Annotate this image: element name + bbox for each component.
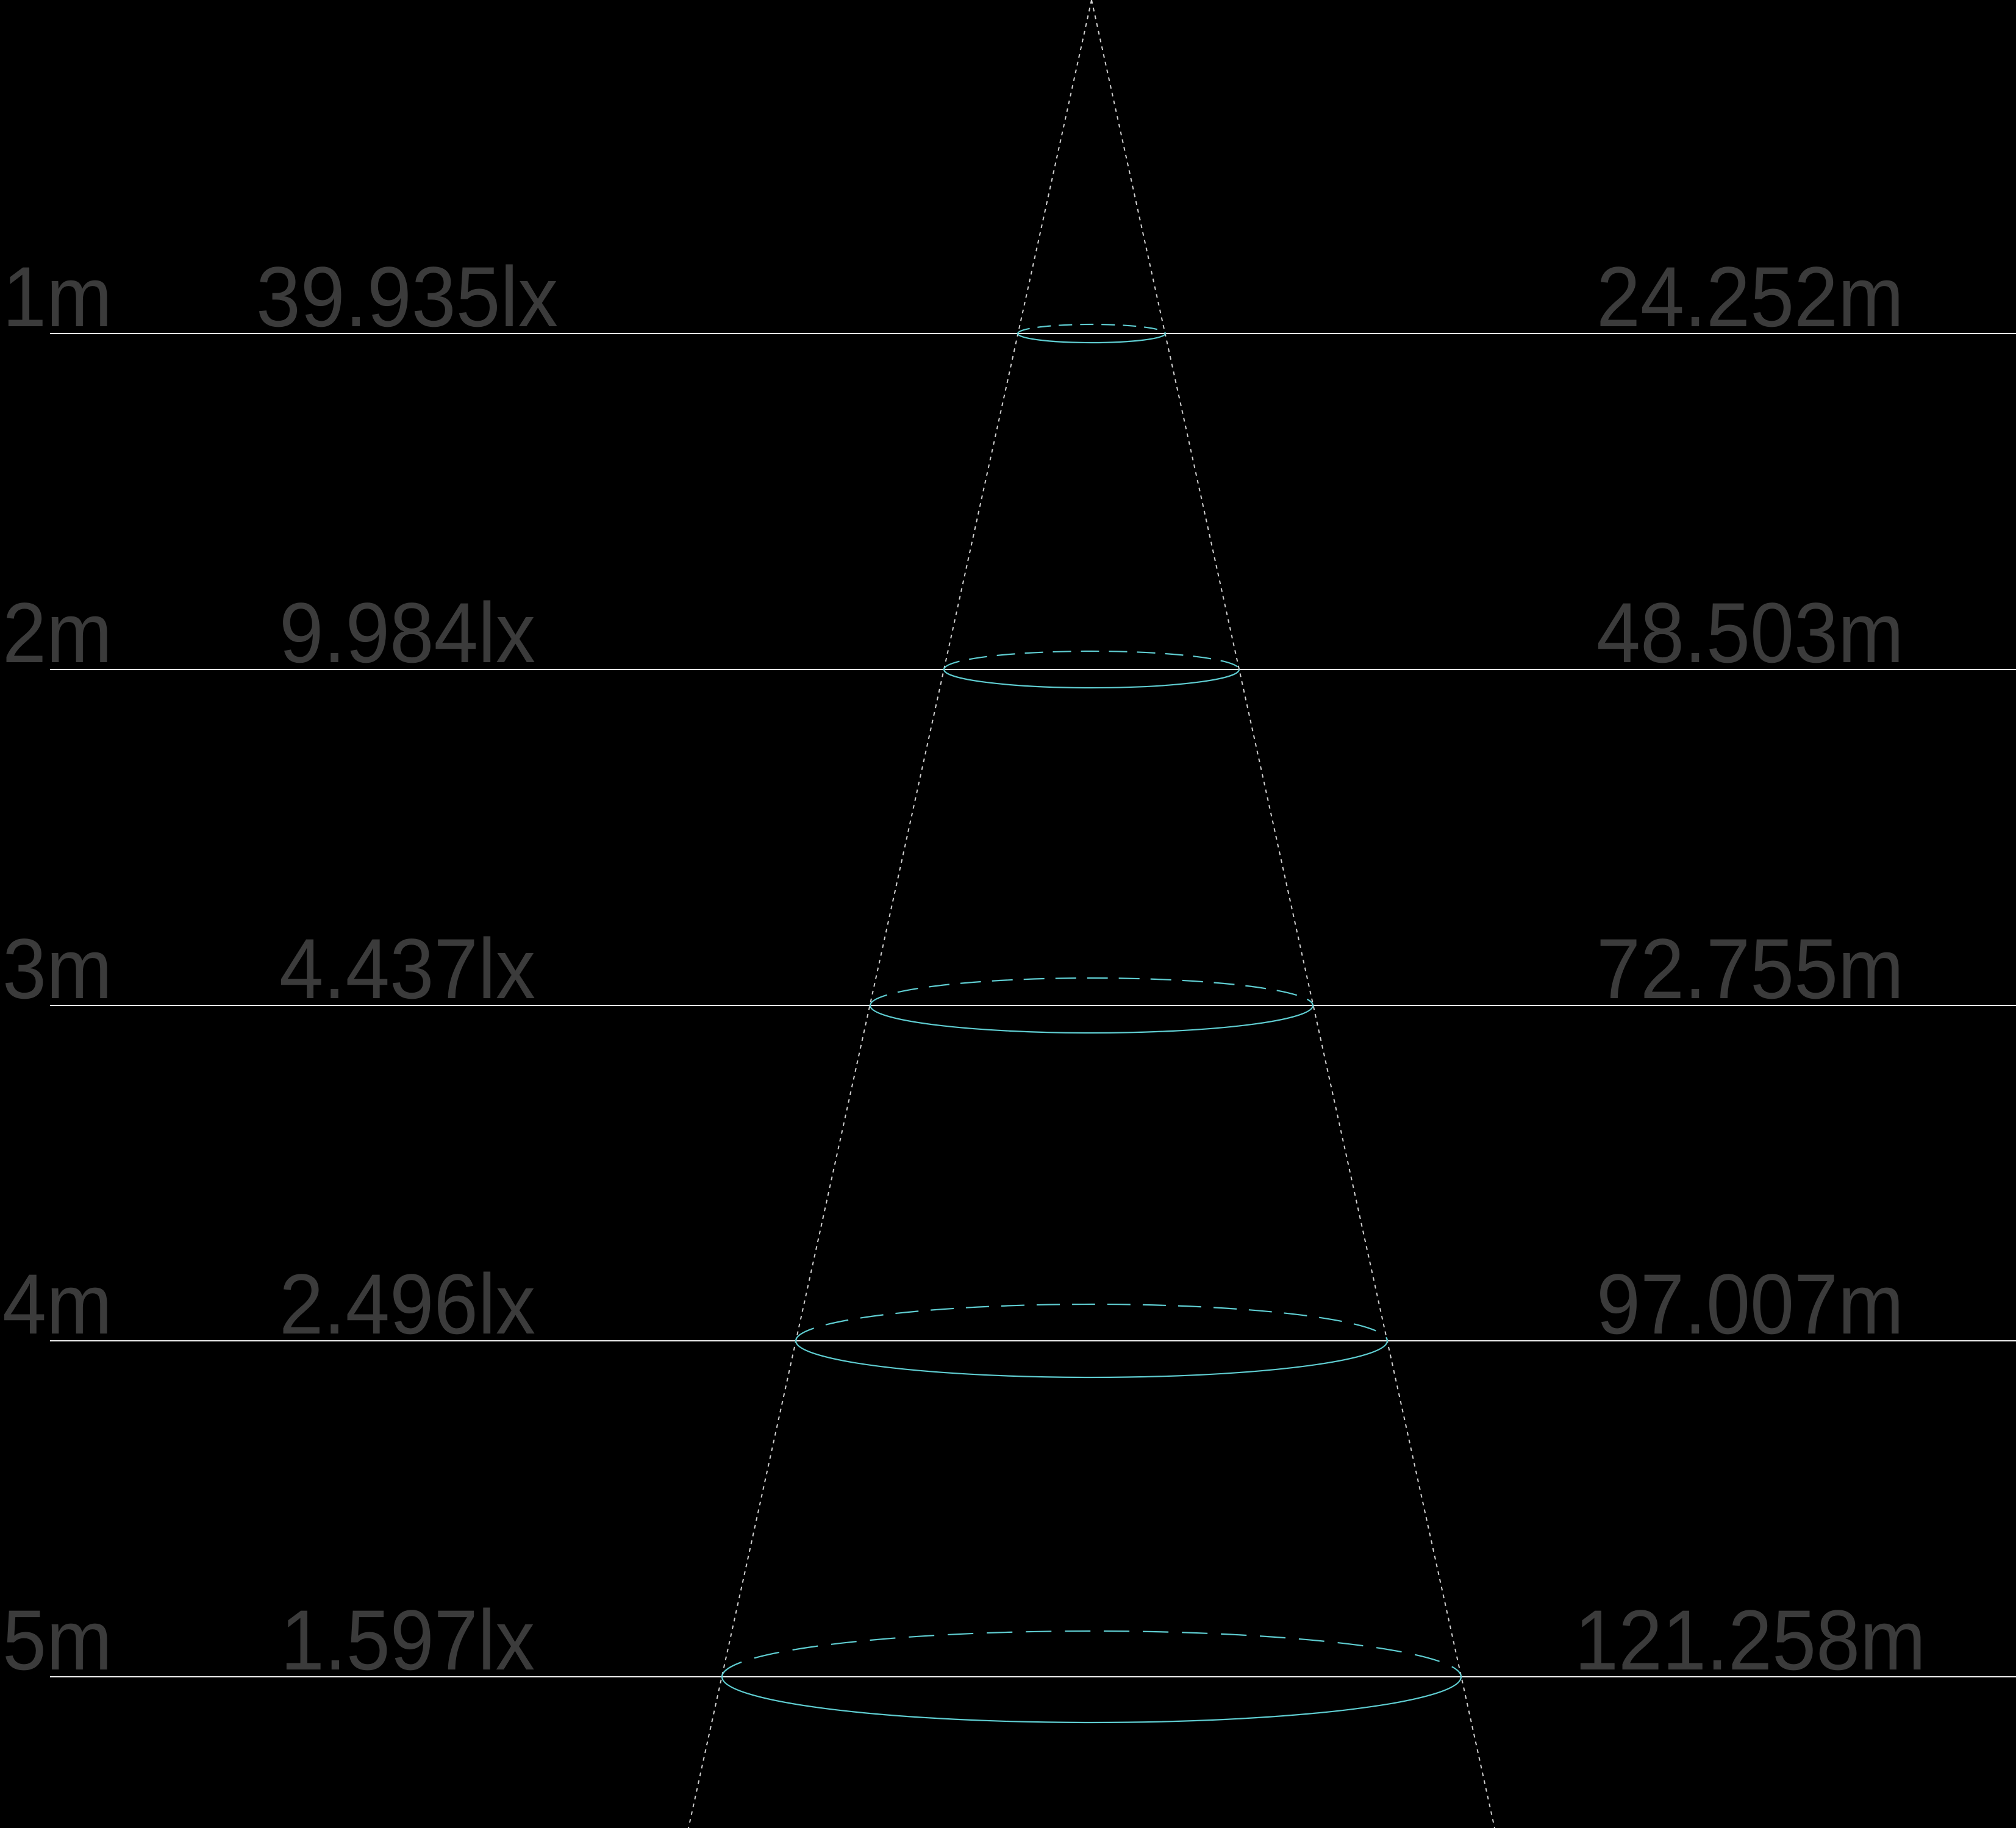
beam-ellipse-2m-front xyxy=(943,669,1240,689)
diameter-label-3m: 72.755m xyxy=(1596,921,1904,1016)
beam-ellipse-1m-front xyxy=(1017,333,1167,344)
illuminance-label-5m: 1.597lx xyxy=(281,1592,535,1688)
distance-label-5m: 5m xyxy=(2,1592,112,1688)
beam-ellipse-4m-front xyxy=(795,1340,1389,1379)
beam-ellipse-3m-front xyxy=(869,1005,1314,1034)
illuminance-label-4m: 2.496lx xyxy=(279,1256,535,1352)
distance-label-3m: 3m xyxy=(2,921,112,1016)
distance-label-1m: 1m xyxy=(2,249,112,345)
beam-ellipse-4m-back xyxy=(795,1303,1389,1341)
diameter-label-2m: 48.503m xyxy=(1596,585,1904,680)
distance-label-2m: 2m xyxy=(2,585,112,680)
beam-ellipse-5m-front xyxy=(721,1676,1462,1724)
beam-ellipse-2m xyxy=(943,650,1240,689)
cone-edge-right xyxy=(1091,0,1495,1828)
beam-ellipse-1m xyxy=(1017,323,1167,344)
cone-edge-left xyxy=(688,0,1092,1828)
beam-ellipse-3m-back xyxy=(869,977,1314,1006)
diameter-label-5m: 121.258m xyxy=(1575,1592,1926,1688)
distance-label-4m: 4m xyxy=(2,1256,112,1352)
diameter-label-1m: 24.252m xyxy=(1596,249,1904,345)
illuminance-label-2m: 9.984lx xyxy=(279,585,535,680)
beam-ellipse-1m-back xyxy=(1017,323,1167,334)
beam-ellipse-5m xyxy=(721,1630,1462,1724)
beam-ellipse-4m xyxy=(795,1303,1389,1379)
illuminance-label-3m: 4.437lx xyxy=(279,921,535,1016)
diameter-label-4m: 97.007m xyxy=(1596,1256,1904,1352)
illuminance-label-1m: 39.935lx xyxy=(256,249,558,345)
beam-ellipse-5m-back xyxy=(721,1630,1462,1677)
beam-ellipse-2m-back xyxy=(943,650,1240,670)
beam-ellipse-3m xyxy=(869,977,1314,1034)
